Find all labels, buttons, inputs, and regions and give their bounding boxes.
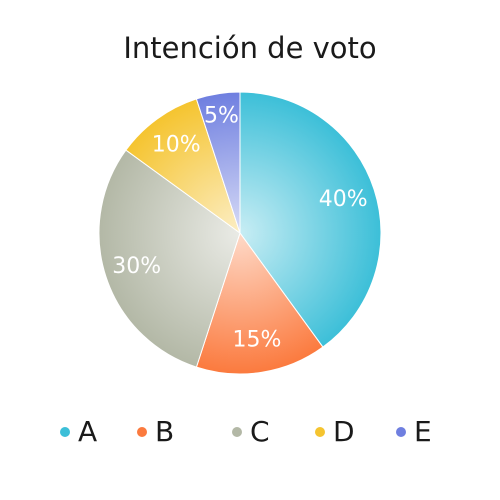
legend-marker	[232, 427, 242, 437]
legend-item-d: D	[315, 412, 355, 452]
legend-marker	[396, 427, 406, 437]
legend-label: A	[78, 415, 98, 448]
slice-label-c: 30%	[112, 254, 161, 279]
legend-item-b: B	[137, 412, 174, 452]
legend-label: C	[250, 415, 270, 448]
legend-label: D	[333, 415, 355, 448]
legend-label: E	[414, 415, 432, 448]
slice-label-b: 15%	[233, 328, 282, 353]
pie-slice-a	[239, 91, 382, 348]
pie-labels: 40% 15% 30% 10%5%	[112, 104, 367, 353]
legend-marker	[60, 427, 70, 437]
pie-slice-b	[195, 231, 324, 375]
legend: A B C D E	[0, 412, 500, 452]
slice-label-e: 5%	[204, 104, 239, 129]
legend-item-a: A	[60, 412, 97, 452]
chart-title: Intención de voto	[123, 31, 377, 65]
pie-slices	[98, 91, 382, 375]
legend-item-c: C	[232, 412, 270, 452]
slice-label-a: 40%	[319, 187, 368, 212]
legend-item-e: E	[396, 412, 432, 452]
slice-label-d: 10%	[152, 133, 201, 158]
pie-slice-d	[125, 98, 241, 235]
legend-marker	[315, 427, 325, 437]
legend-label: B	[155, 415, 175, 448]
pie-slice-c	[98, 149, 241, 368]
legend-marker	[137, 427, 147, 437]
pie-slice-e	[195, 91, 241, 234]
